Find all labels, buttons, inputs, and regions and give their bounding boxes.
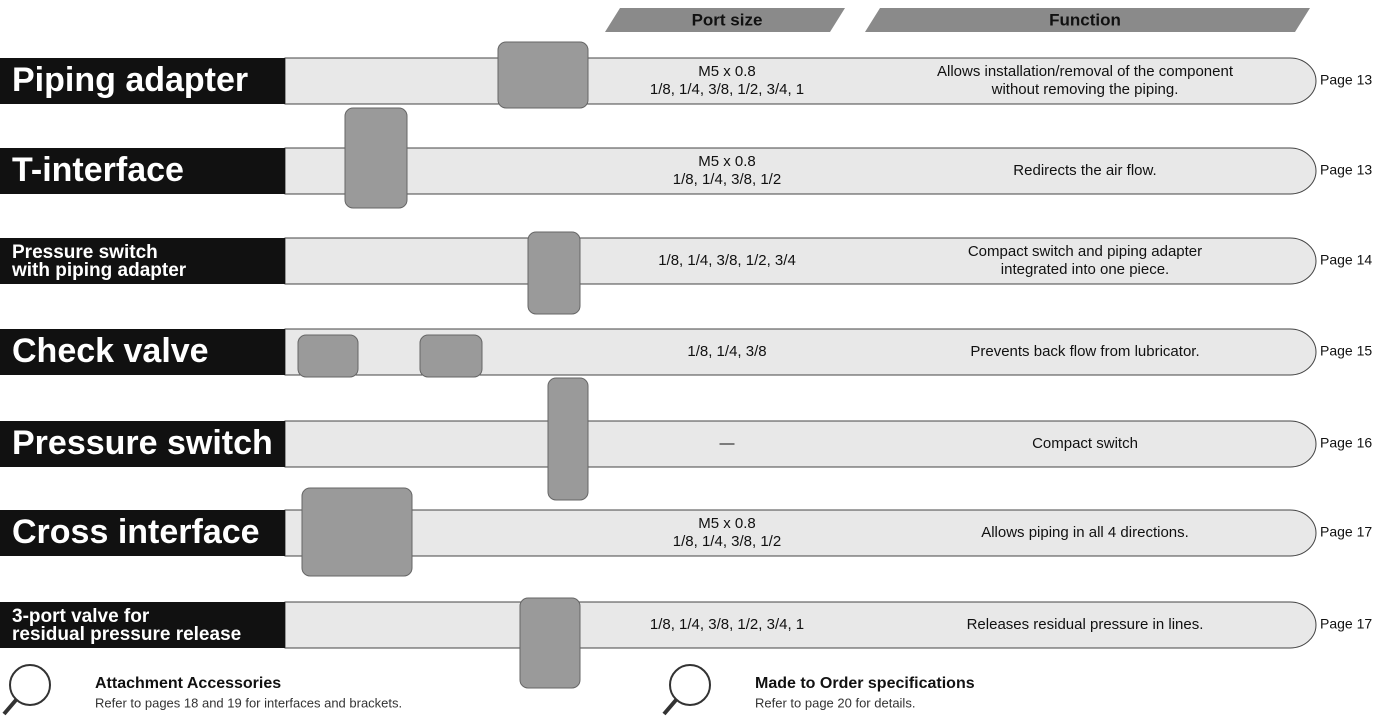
- row-name: residual pressure release: [12, 624, 241, 645]
- note-text: Refer to page 20 for details.: [755, 695, 915, 710]
- product-image: [527, 231, 581, 315]
- product-image: [519, 597, 581, 689]
- note-title: Made to Order specifications: [755, 675, 975, 692]
- note-icon: [669, 664, 711, 706]
- port-size: M5 x 0.8: [698, 153, 756, 170]
- port-size: 1/8, 1/4, 3/8, 1/2, 3/4: [658, 252, 796, 269]
- port-size-header: Port size: [692, 10, 763, 29]
- function: Allows piping in all 4 directions.: [981, 524, 1189, 541]
- name-box: [0, 58, 285, 104]
- note-icon-handle: [662, 698, 678, 716]
- function-header: Function: [1049, 10, 1121, 29]
- page-ref: Page 17: [1320, 524, 1372, 540]
- name-box: [0, 148, 285, 194]
- function-header-bg: [865, 8, 1310, 32]
- note-title: Attachment Accessories: [95, 675, 281, 692]
- port-size: 1/8, 1/4, 3/8, 1/2: [673, 533, 781, 550]
- row-name: T-interface: [12, 151, 184, 189]
- row-name: Check valve: [12, 332, 209, 370]
- port-size: M5 x 0.8: [698, 515, 756, 532]
- note-icon-handle: [2, 698, 18, 716]
- row-name: 3-port valve for: [12, 606, 150, 627]
- name-box: [0, 421, 285, 467]
- function: Redirects the air flow.: [1013, 162, 1156, 179]
- port-size: 1/8, 1/4, 3/8: [687, 343, 766, 360]
- row-name: Cross interface: [12, 513, 260, 551]
- row-name: Piping adapter: [12, 61, 248, 99]
- row-bar: [284, 509, 1317, 557]
- product-image: [547, 377, 589, 501]
- function: without removing the piping.: [991, 81, 1179, 98]
- row-name: Pressure switch: [12, 424, 273, 462]
- name-box: [0, 238, 285, 284]
- function: Allows installation/removal of the compo…: [937, 63, 1234, 80]
- product-image: [301, 487, 413, 577]
- row-bar: [284, 328, 1317, 376]
- row-name: with piping adapter: [11, 260, 187, 281]
- note-icon: [9, 664, 51, 706]
- product-image: [344, 107, 408, 209]
- page-ref: Page 13: [1320, 162, 1372, 178]
- name-box: [0, 329, 285, 375]
- function: Prevents back flow from lubricator.: [970, 343, 1199, 360]
- product-image: [297, 334, 359, 378]
- function: Releases residual pressure in lines.: [967, 616, 1204, 633]
- port-size: 1/8, 1/4, 3/8, 1/2, 3/4, 1: [650, 81, 804, 98]
- name-box: [0, 510, 285, 556]
- function: Compact switch: [1032, 435, 1138, 452]
- note-text: Refer to pages 18 and 19 for interfaces …: [95, 695, 402, 710]
- row-bar: [284, 147, 1317, 195]
- row-name: Pressure switch: [12, 242, 158, 263]
- name-box: [0, 602, 285, 648]
- row-bar: [284, 420, 1317, 468]
- product-image: [497, 41, 589, 109]
- page-ref: Page 17: [1320, 616, 1372, 632]
- port-size: 1/8, 1/4, 3/8, 1/2, 3/4, 1: [650, 616, 804, 633]
- page-ref: Page 15: [1320, 343, 1372, 359]
- page-ref: Page 16: [1320, 435, 1372, 451]
- port-size: 1/8, 1/4, 3/8, 1/2: [673, 171, 781, 188]
- port-size-header-bg: [605, 8, 845, 32]
- page-ref: Page 13: [1320, 72, 1372, 88]
- function: Compact switch and piping adapter: [968, 243, 1202, 260]
- product-image: [419, 334, 483, 378]
- function: integrated into one piece.: [1001, 261, 1169, 278]
- port-size: M5 x 0.8: [698, 63, 756, 80]
- page-ref: Page 14: [1320, 252, 1372, 268]
- port-size: —: [720, 435, 735, 452]
